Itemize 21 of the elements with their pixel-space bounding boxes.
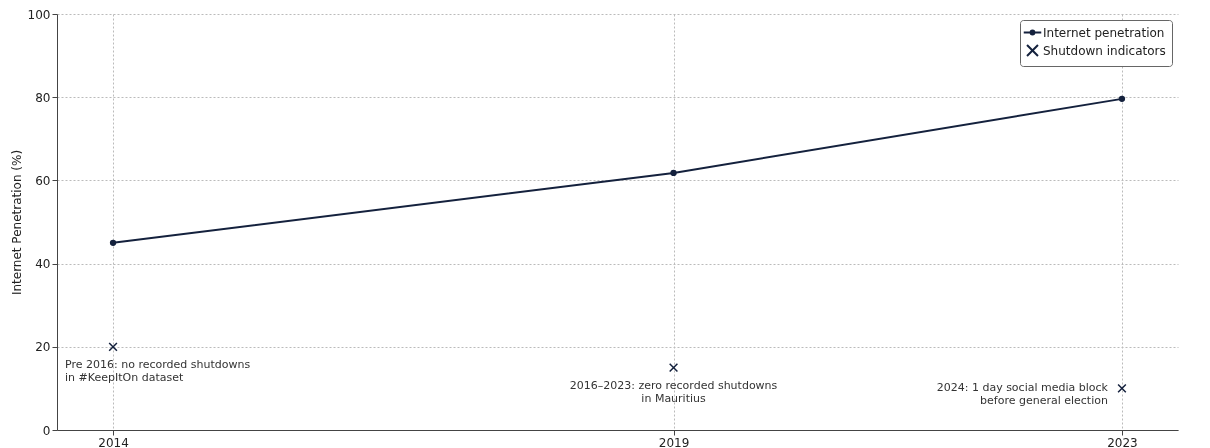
point — [1118, 95, 1126, 103]
y-tick-label: 40 — [35, 257, 51, 272]
legend-label: Shutdown indicators — [1043, 43, 1166, 58]
x-tick-label: 2019 — [658, 435, 690, 448]
y-tick-label: 80 — [35, 90, 51, 105]
x-tick-label: 2023 — [1107, 435, 1138, 448]
legend-label: Internet penetration — [1043, 25, 1165, 40]
y-axis-title: Internet Penetration (%) — [9, 149, 24, 296]
point — [109, 239, 117, 246]
annotation: Pre 2016: no recorded shutdowns in #KeepItOn dataset — [65, 357, 251, 384]
annotation: 2016–2023: zero recorded shutdowns in Mauritius — [569, 378, 778, 405]
point — [1117, 383, 1127, 394]
y-tick-label: 100 — [27, 7, 51, 22]
annotation: 2024: 1 day social media block before general election — [936, 381, 1109, 408]
x-tick-label: 2014 — [98, 435, 129, 448]
y-tick-label: 0 — [42, 423, 51, 438]
point — [668, 362, 679, 373]
y-tick-label: 20 — [35, 340, 51, 355]
point — [670, 169, 677, 177]
y-tick-label: 60 — [35, 173, 51, 188]
point — [108, 342, 118, 352]
